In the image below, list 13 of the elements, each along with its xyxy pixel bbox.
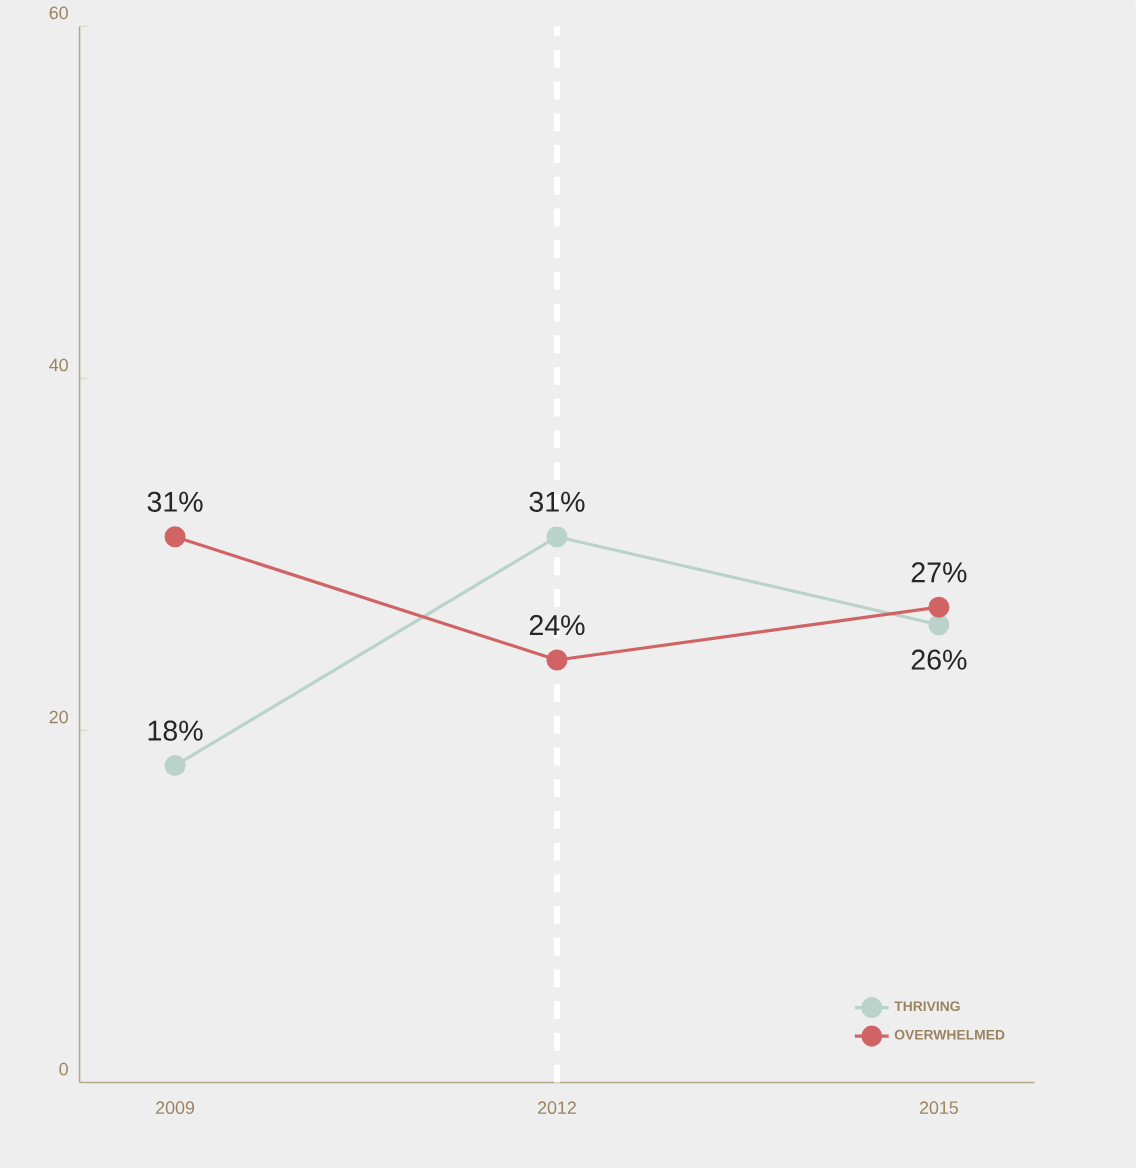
y-tick-label: 40 — [49, 358, 68, 372]
data-label: 26% — [911, 649, 967, 670]
x-tick-label: 2015 — [920, 1101, 959, 1114]
y-tick-label: 60 — [49, 6, 68, 20]
y-tick-label: 0 — [59, 1062, 69, 1076]
y-tick-label: 20 — [49, 710, 68, 724]
data-label: 18% — [148, 720, 203, 741]
x-tick-label: 2009 — [156, 1101, 195, 1114]
data-label: 31% — [529, 491, 585, 512]
x-tick-label: 2012 — [538, 1101, 576, 1114]
data-label: 27% — [911, 562, 967, 583]
data-label: 24% — [529, 615, 585, 636]
data-label: 31% — [147, 491, 203, 512]
